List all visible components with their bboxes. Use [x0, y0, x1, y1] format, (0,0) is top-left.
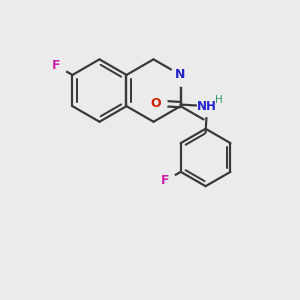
Text: N: N — [176, 68, 186, 82]
Text: F: F — [161, 174, 170, 187]
Text: H: H — [214, 94, 222, 104]
Text: NH: NH — [197, 100, 217, 112]
Text: F: F — [52, 59, 60, 72]
Text: O: O — [150, 97, 161, 110]
